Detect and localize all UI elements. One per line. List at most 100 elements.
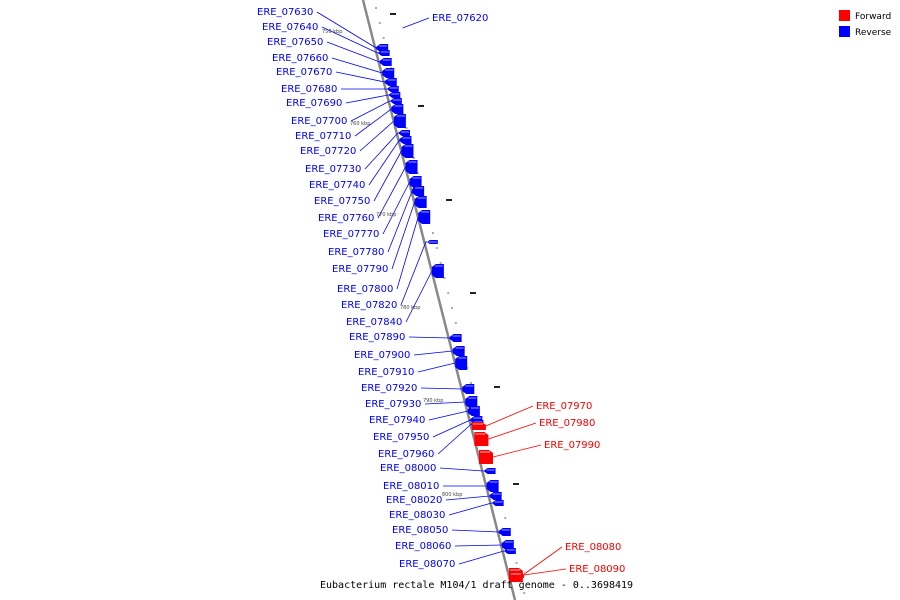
gene-leader-line: [345, 94, 389, 104]
gene-block-highlight: [391, 93, 400, 95]
gene-label[interactable]: ERE_07730: [305, 164, 361, 175]
gene-leader-line: [417, 362, 456, 373]
gene-leader-line: [488, 422, 537, 440]
gene-label[interactable]: ERE_08010: [383, 481, 439, 492]
gene-label[interactable]: ERE_07720: [300, 146, 356, 157]
gene-label[interactable]: ERE_07680: [281, 84, 337, 95]
gene-label[interactable]: ERE_08030: [389, 510, 445, 521]
gene-block-highlight: [489, 481, 498, 483]
gene-block-highlight: [394, 105, 403, 107]
scale-tick-label: 800 kbp: [442, 492, 462, 498]
scale-tick-label: 760 kbp: [350, 121, 370, 127]
gene-block-highlight: [417, 197, 426, 199]
gene-block-highlight: [492, 493, 501, 495]
gene-label[interactable]: ERE_08050: [392, 525, 448, 536]
gene-block-highlight: [486, 469, 495, 471]
gene-label[interactable]: ERE_07660: [272, 53, 328, 64]
gene-label[interactable]: ERE_07940: [369, 415, 425, 426]
gene-label[interactable]: ERE_07960: [378, 449, 434, 460]
gene-leader-line: [439, 467, 484, 472]
gene-leader-line: [485, 405, 534, 427]
gene-leader-line: [424, 401, 466, 405]
gene-block: [455, 356, 468, 370]
gene-leader-line: [391, 201, 416, 270]
gene-label[interactable]: ERE_07640: [262, 22, 318, 33]
gene-label[interactable]: ERE_07840: [346, 317, 402, 328]
gene-label[interactable]: ERE_07910: [358, 367, 414, 378]
gene-block-highlight: [458, 357, 467, 359]
gene-leader-line: [321, 26, 378, 54]
gene-label[interactable]: ERE_07690: [286, 98, 342, 109]
gene-label[interactable]: ERE_07750: [314, 196, 370, 207]
gene-leader-line: [522, 546, 563, 576]
gene-block-highlight: [475, 433, 486, 435]
gene-leader-line: [316, 11, 377, 49]
gene-block-highlight: [501, 529, 510, 531]
gene-label[interactable]: ERE_07980: [539, 418, 595, 429]
gene-label[interactable]: ERE_07950: [373, 432, 429, 443]
leader-lines: [316, 11, 567, 576]
gene-label[interactable]: ERE_07820: [341, 300, 397, 311]
gene-leader-line: [405, 270, 433, 323]
gene-leader-line: [448, 502, 492, 516]
gene-leader-line: [382, 181, 410, 235]
scale-tick-label: 770 kbp: [376, 212, 396, 218]
gene-label[interactable]: ERE_07970: [536, 401, 592, 412]
gene-label[interactable]: ERE_07800: [337, 284, 393, 295]
gene-leader-line: [350, 100, 391, 122]
gene-block-highlight: [412, 177, 421, 179]
gene-label[interactable]: ERE_07770: [323, 229, 379, 240]
gene-label[interactable]: ERE_08020: [386, 495, 442, 506]
gene-block-highlight: [379, 45, 388, 47]
gene-block-highlight: [382, 59, 391, 61]
gene-block-highlight: [400, 131, 409, 133]
gene-block-highlight: [389, 87, 398, 89]
gene-label[interactable]: ERE_08090: [569, 564, 625, 575]
gene-label[interactable]: ERE_07650: [267, 37, 323, 48]
gene-label[interactable]: ERE_07630: [257, 7, 313, 18]
gene-block-highlight: [452, 335, 461, 337]
gene-block-highlight: [455, 347, 464, 349]
gene-block-highlight: [506, 549, 515, 551]
gene-label[interactable]: ERE_07930: [365, 399, 421, 410]
gene-label[interactable]: ERE_07890: [349, 332, 405, 343]
gene-label[interactable]: ERE_08000: [380, 463, 436, 474]
gene-label[interactable]: ERE_07790: [332, 264, 388, 275]
gene-block-highlight: [509, 569, 520, 571]
gene-block-highlight: [473, 417, 482, 419]
gene-label[interactable]: ERE_07990: [544, 440, 600, 451]
gene-label[interactable]: ERE_07900: [354, 350, 410, 361]
legend-reverse-label: Reverse: [855, 28, 892, 38]
gene-label[interactable]: ERE_07920: [361, 383, 417, 394]
gene-label[interactable]: ERE_07710: [295, 131, 351, 142]
gene-block-highlight: [380, 51, 389, 53]
genome-axis: [361, 0, 517, 600]
gene-label[interactable]: ERE_07620: [432, 13, 488, 24]
gene-label[interactable]: ERE_07780: [328, 247, 384, 258]
gene-label[interactable]: ERE_07670: [276, 67, 332, 78]
gene-leader-line: [445, 495, 490, 501]
gene-leader-line: [454, 544, 502, 547]
gene-leader-line: [408, 336, 450, 339]
gene-blocks: [376, 44, 524, 582]
gene-label[interactable]: ERE_07740: [309, 180, 365, 191]
gene-leader-line: [432, 419, 471, 438]
gene-block-highlight: [465, 385, 474, 387]
gene-label[interactable]: ERE_08080: [565, 542, 621, 553]
gene-leader-line: [458, 550, 504, 565]
gene-block-highlight: [415, 187, 424, 189]
gene-block: [418, 210, 431, 224]
gene-leader-line: [413, 350, 453, 356]
gene-label[interactable]: ERE_07760: [318, 213, 374, 224]
gene-label[interactable]: ERE_08060: [395, 541, 451, 552]
gene-leader-line: [451, 529, 499, 533]
gene-block-highlight: [396, 115, 405, 117]
gene-label[interactable]: ERE_07700: [291, 116, 347, 127]
gene-block-highlight: [434, 265, 443, 267]
legend-forward-swatch: [839, 10, 850, 21]
gene-label[interactable]: ERE_08070: [399, 559, 455, 570]
gene-leader-line: [354, 108, 392, 137]
gene-block-highlight: [408, 161, 417, 163]
gene-block-highlight: [404, 145, 413, 147]
scale-tick-label: 750 kbp: [322, 29, 342, 35]
